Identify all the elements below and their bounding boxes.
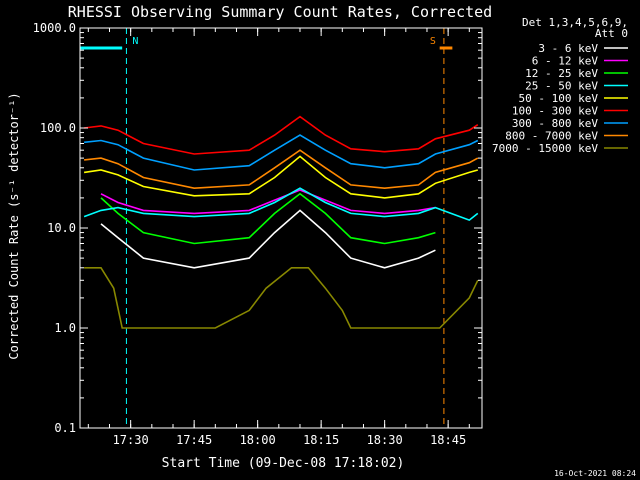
x-axis-label: Start Time (09-Dec-08 17:18:02) <box>162 456 405 471</box>
y-tick-label: 1000.0 <box>33 21 76 35</box>
series-line-4 <box>83 155 479 199</box>
series-line-7 <box>84 149 479 190</box>
legend-label-0: 3 - 6 keV <box>538 42 598 55</box>
x-tick-label: 18:45 <box>430 433 466 447</box>
series-line-1 <box>100 189 436 215</box>
footer-date: 16-Oct-2021 08:24 <box>554 469 636 478</box>
series-line-6 <box>84 134 479 171</box>
legend-label-6: 300 - 800 keV <box>512 117 598 130</box>
annotation-label-n: N <box>132 36 138 47</box>
series-line-8 <box>84 266 479 329</box>
legend-header-1: Det 1,3,4,5,6,9, <box>522 16 628 29</box>
legend-label-7: 800 - 7000 keV <box>505 130 598 143</box>
y-tick-label: 1.0 <box>54 321 76 335</box>
legend-label-2: 12 - 25 keV <box>525 67 598 80</box>
x-tick-label: 18:15 <box>303 433 339 447</box>
legend-label-8: 7000 - 15000 keV <box>492 142 598 155</box>
x-tick-label: 18:00 <box>240 433 276 447</box>
series-line-3 <box>83 187 479 222</box>
chart-title: RHESSI Observing Summary Count Rates, Co… <box>68 3 492 21</box>
series-line-5 <box>84 115 479 155</box>
x-tick-label: 18:30 <box>367 433 403 447</box>
legend-header-2: Att 0 <box>595 27 628 40</box>
legend-label-5: 100 - 300 keV <box>512 105 598 118</box>
legend-label-1: 6 - 12 keV <box>532 55 599 68</box>
x-tick-label: 17:45 <box>176 433 212 447</box>
y-tick-label: 0.1 <box>54 421 76 435</box>
y-tick-label: 100.0 <box>40 121 76 135</box>
y-tick-label: 10.0 <box>47 221 76 235</box>
annotation-label-s: S <box>430 36 436 47</box>
x-tick-label: 17:30 <box>113 433 149 447</box>
axis-layer: 0.1 1.0 10.0 100.0 1000.0 17:30 17:45 18:00 18:1… <box>33 21 482 447</box>
series-line-0 <box>100 209 436 269</box>
legend-label-3: 25 - 50 keV <box>525 80 598 93</box>
legend-label-4: 50 - 100 keV <box>519 92 599 105</box>
y-axis-label: Corrected Count Rate (s⁻¹ detector⁻¹) <box>7 92 21 359</box>
series-line-2 <box>100 192 436 245</box>
